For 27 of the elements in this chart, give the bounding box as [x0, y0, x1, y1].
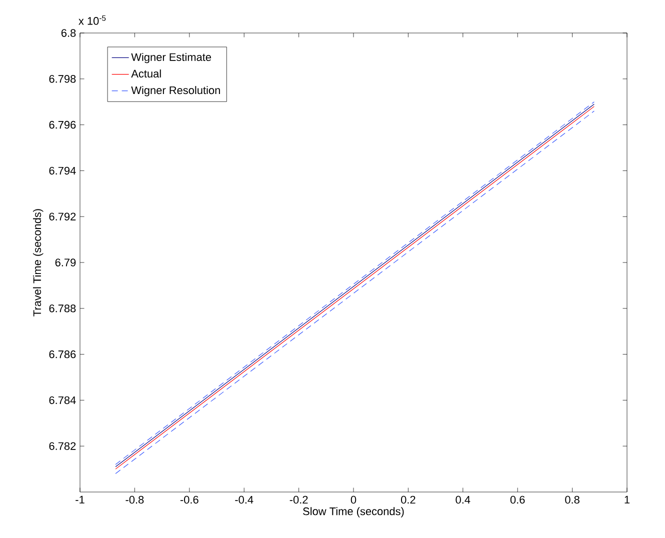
x-tick-label: 0.2: [401, 496, 416, 504]
y-tick-label: 6.8: [61, 29, 76, 37]
legend-label: Wigner Estimate: [131, 52, 212, 64]
x-tick-label: 0.6: [510, 496, 525, 504]
x-axis-title: Slow Time (seconds): [303, 507, 404, 518]
y-tick-label: 6.788: [49, 304, 76, 312]
y-tick-label: 6.792: [49, 212, 76, 220]
y-tick-label: 6.796: [49, 120, 76, 129]
text: x 10$^{-5}$: [78, 15, 106, 25]
x-tick-label: 0: [350, 496, 356, 504]
x-tick-label: -0.6: [180, 496, 198, 504]
y-tick-label: 6.794: [49, 166, 76, 175]
x-tick-label: -1: [76, 496, 84, 504]
x-tick-label: 1: [624, 496, 630, 504]
y-tick-label: 6.786: [49, 350, 76, 358]
y-axis-title: Travel Time (seconds): [33, 209, 44, 316]
legend-label: Actual: [131, 70, 161, 78]
x-tick-label: -0.2: [290, 496, 308, 504]
y-tick-label: 6.798: [49, 75, 76, 83]
x-tick-label: -0.8: [126, 496, 144, 504]
y-tick-label: 6.79: [55, 258, 76, 266]
x-tick-label: 0.4: [456, 496, 470, 504]
y-tick-label: 6.784: [49, 396, 76, 404]
y-tick-label: 6.782: [49, 442, 76, 450]
x-tick-label: -0.4: [235, 496, 254, 504]
x-tick-label: 0.8: [565, 496, 580, 504]
legend-label: Wigner Resolution: [131, 86, 220, 96]
